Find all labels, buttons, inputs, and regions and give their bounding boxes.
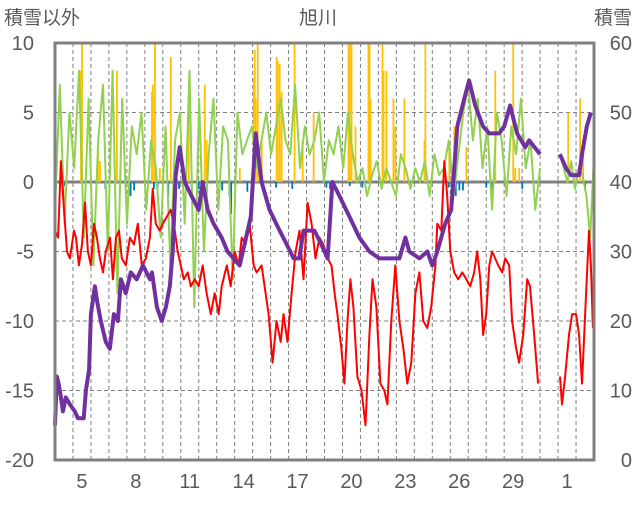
- snowfall-bar: [278, 63, 281, 182]
- snowfall-bar: [256, 43, 259, 182]
- right-y-tick-label: 0: [621, 450, 632, 472]
- snowfall-bar: [385, 70, 388, 182]
- negative_bars-bar: [462, 182, 464, 191]
- x-tick-label: 5: [76, 471, 87, 493]
- x-tick-label: 8: [130, 471, 141, 493]
- negative_bars-bar: [178, 182, 180, 189]
- negative_bars-bar: [221, 182, 224, 191]
- negative_bars-bar: [458, 182, 461, 191]
- snowfall-bar: [151, 84, 154, 182]
- x-tick-label: 11: [179, 471, 200, 493]
- right-axis-label: 積雪: [594, 7, 632, 29]
- snowfall-bar: [579, 98, 581, 182]
- snowfall-bar: [81, 43, 83, 182]
- snowfall-bar: [348, 43, 351, 182]
- plot-frame: [53, 41, 596, 462]
- snowfall-bar: [203, 84, 206, 182]
- right-y-tick-label: 20: [610, 311, 632, 333]
- right-y-tick-label: 30: [610, 242, 632, 264]
- series-lines: [53, 69, 595, 427]
- snowfall-bar: [354, 126, 357, 182]
- negative_bars-bar: [230, 182, 233, 214]
- left-axis-label: 積雪以外: [4, 7, 80, 29]
- snowfall-bar: [381, 43, 384, 182]
- negative_bars-bar: [325, 182, 328, 188]
- plot-border: [53, 41, 596, 462]
- snowfall-bar: [99, 161, 101, 182]
- right-y-tick-label: 40: [610, 172, 632, 194]
- negative_bars-bar: [348, 182, 351, 187]
- right-y-tick-label: 60: [610, 33, 632, 55]
- negative_bars-bar: [129, 182, 132, 196]
- snow_depth-line: [558, 111, 593, 178]
- snowfall-bar: [187, 105, 190, 182]
- right-y-tick-label: 10: [610, 381, 632, 403]
- left-y-tick-label: -10: [5, 311, 34, 333]
- snowfall-bar: [158, 168, 161, 182]
- right-y-tick-label: 50: [610, 103, 632, 125]
- snowfall-bar: [293, 43, 296, 182]
- snowfall-bar: [205, 140, 208, 182]
- negative_bars-bar: [153, 182, 155, 189]
- snowfall-bar: [448, 140, 451, 182]
- negative_bars-bar: [447, 182, 450, 188]
- green-line: [558, 153, 595, 239]
- snowfall-bar: [116, 70, 118, 182]
- snowfall-bar: [518, 168, 521, 182]
- snowfall-bar: [514, 168, 517, 182]
- x-tick-label: 14: [233, 471, 255, 493]
- snowfall-bar: [154, 43, 156, 182]
- negative_bars-bar: [329, 182, 331, 189]
- temperature-line: [54, 160, 540, 427]
- left-y-tick-label: -15: [5, 381, 34, 403]
- x-tick-label: 29: [502, 471, 524, 493]
- snowfall-bar: [367, 43, 370, 182]
- left-y-tick-label: 10: [12, 33, 34, 55]
- snowfall-bar: [392, 98, 395, 182]
- left-y-tick-label: 5: [23, 103, 34, 125]
- negative_bars-bar: [485, 182, 488, 188]
- negative_bars-bar: [454, 182, 457, 196]
- snowfall-bar: [312, 112, 315, 182]
- x-tick-label: 17: [286, 471, 308, 493]
- snowfall-bar: [260, 140, 263, 182]
- snowfall-bar: [465, 147, 468, 182]
- snowfall-bar: [301, 140, 304, 182]
- left-y-tick-label: -20: [5, 450, 34, 472]
- snowfall-bar: [238, 168, 241, 182]
- snowfall-bar: [369, 98, 372, 182]
- snowfall-bar: [403, 98, 406, 182]
- left-y-tick-label: 0: [23, 172, 34, 194]
- x-tick-label: 1: [561, 471, 572, 493]
- negative_bars-bar: [361, 182, 364, 188]
- snowfall-bar: [382, 70, 385, 182]
- snowfall-bar: [567, 112, 570, 182]
- negative_bars-bar: [521, 182, 524, 189]
- negative_bars-bar: [275, 182, 277, 188]
- snowfall-bar: [350, 43, 353, 182]
- snowfall-bar: [280, 91, 283, 182]
- snowfall-bar: [394, 126, 397, 182]
- x-tick-label: 23: [394, 471, 416, 493]
- x-tick-label: 26: [448, 471, 470, 493]
- snowfall-bar: [368, 43, 371, 182]
- snowfall-bar: [424, 43, 427, 182]
- negative_bars-bar: [197, 182, 200, 189]
- temperature-line: [559, 229, 594, 406]
- snow_depth-line: [53, 78, 542, 426]
- left-y-tick-label: -5: [16, 242, 34, 264]
- negative_bars-bar: [246, 182, 249, 192]
- snowfall-bar: [253, 49, 256, 183]
- green-line: [54, 69, 542, 309]
- snowfall-bar: [169, 56, 172, 182]
- x-tick-label: 20: [340, 471, 362, 493]
- negative_bars-bar: [291, 182, 294, 189]
- snowfall-bar: [582, 140, 585, 182]
- chart-title: 旭川: [299, 7, 337, 29]
- negative_bars-bar: [133, 182, 136, 191]
